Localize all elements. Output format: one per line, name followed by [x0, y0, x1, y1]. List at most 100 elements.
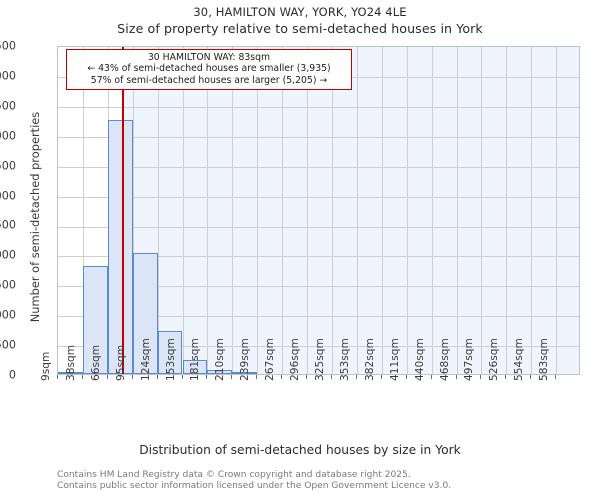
y-axis-tick-label: 3000 [0, 189, 16, 203]
x-axis-tick-label: 267sqm [264, 338, 277, 381]
gridline-vertical [257, 47, 259, 374]
gridline-vertical [132, 47, 134, 374]
gridline-vertical [406, 47, 408, 374]
histogram-bar [58, 372, 83, 374]
y-axis-tick-label: 0 [8, 368, 16, 382]
x-axis-tick-label: 124sqm [139, 338, 152, 381]
histogram-bar [232, 372, 258, 374]
gridline-vertical [481, 47, 483, 374]
gridline-horizontal [58, 346, 579, 348]
x-axis-tick-label: 440sqm [413, 338, 426, 381]
x-axis-tick-label: 66sqm [89, 344, 102, 381]
gridline-vertical [531, 47, 533, 374]
gridline-vertical [456, 47, 458, 374]
x-axis-tick-mark [81, 375, 83, 379]
histogram-bar [132, 253, 158, 374]
annotation-line-1: 30 HAMILTON WAY: 83sqm [147, 52, 271, 63]
x-axis-tick-mark [355, 375, 357, 379]
x-axis-tick-mark [306, 375, 307, 379]
x-axis-title: Distribution of semi-detached houses by … [139, 443, 461, 457]
chart-subtitle: Size of property relative to semi-detach… [117, 21, 483, 36]
y-axis-tick-label: 3500 [0, 159, 16, 173]
gridline-horizontal [58, 256, 579, 258]
x-axis-tick-label: 95sqm [114, 344, 127, 381]
gridline-vertical [207, 47, 209, 374]
x-axis-tick-label: 296sqm [289, 338, 301, 381]
footer-attribution: Contains HM Land Registry data © Crown c… [57, 470, 597, 492]
footer-line-1: Contains HM Land Registry data © Crown c… [57, 470, 411, 480]
gridline-vertical [356, 47, 358, 374]
gridline-vertical [431, 47, 433, 374]
gridline-vertical [506, 47, 508, 374]
gridline-horizontal [58, 226, 579, 228]
x-axis-tick-mark [206, 375, 208, 379]
x-axis-tick-mark [505, 375, 507, 379]
annotation-line-2: ← 43% of semi-detached houses are smalle… [87, 63, 331, 75]
gridline-horizontal [58, 106, 579, 108]
x-axis-tick-label: 583sqm [538, 338, 551, 381]
annotation-line-3: 57% of semi-detached houses are larger (… [90, 74, 328, 86]
x-axis-tick-label: 353sqm [338, 338, 351, 381]
x-axis-tick-mark [405, 375, 407, 379]
x-axis-tick-mark [281, 375, 283, 379]
x-axis-tick-label: 526sqm [488, 338, 501, 381]
x-axis-tick-label: 497sqm [463, 338, 476, 381]
y-axis-tick-label: 500 [0, 338, 16, 352]
plot-area [57, 46, 580, 375]
x-axis-tick-mark [380, 375, 382, 379]
x-axis-tick-mark [156, 375, 158, 379]
chart-title-block: 30, HAMILTON WAY, YORK, YO24 4LE Size of… [0, 4, 600, 38]
x-axis-tick-mark [131, 375, 133, 379]
footer-line-2: Contains public sector information licen… [57, 481, 452, 491]
gridline-vertical [332, 47, 333, 374]
y-axis-tick-label: 1000 [0, 308, 16, 322]
gridline-vertical [157, 47, 159, 374]
x-axis-tick-label: 411sqm [388, 338, 401, 381]
larger-region-shading [122, 47, 579, 374]
gridline-horizontal [58, 196, 579, 198]
gridline-horizontal [58, 316, 579, 318]
x-axis-tick-label: 382sqm [363, 338, 376, 381]
x-axis-tick-label: 325sqm [314, 338, 326, 381]
y-axis-tick-label: 4000 [0, 129, 16, 143]
gridline-vertical [381, 47, 383, 374]
histogram-bar [107, 119, 133, 374]
property-annotation-box: 30 HAMILTON WAY: 83sqm ← 43% of semi-det… [66, 49, 352, 91]
y-axis-tick-label: 1500 [0, 278, 16, 292]
gridline-horizontal [58, 136, 579, 138]
y-axis-tick-label: 4500 [0, 99, 16, 113]
x-axis-tick-mark [530, 375, 532, 379]
property-marker-line [122, 47, 125, 374]
x-axis-tick-mark [181, 375, 183, 379]
x-axis-tick-mark [106, 375, 108, 379]
x-axis-tick-mark [480, 375, 482, 379]
gridline-vertical [182, 47, 184, 374]
histogram-bar [207, 369, 233, 374]
histogram-bar [182, 359, 208, 374]
histogram-bar [82, 266, 108, 374]
x-axis-tick-label: 9sqm [40, 351, 52, 381]
histogram-bar [157, 330, 183, 374]
y-axis-tick-label: 2500 [0, 218, 16, 232]
x-axis-tick-label: 239sqm [239, 338, 252, 381]
y-axis-tick-label: 2000 [0, 248, 16, 262]
gridline-vertical [82, 47, 84, 374]
x-axis-tick-label: 210sqm [214, 338, 227, 381]
gridline-horizontal [58, 286, 579, 288]
x-axis-tick-mark [331, 375, 332, 379]
gridline-vertical [556, 47, 558, 374]
y-axis-tick-label: 5500 [0, 39, 16, 53]
x-axis-tick-label: 181sqm [189, 338, 202, 381]
gridline-horizontal [58, 166, 579, 168]
x-axis-tick-label: 38sqm [64, 344, 77, 381]
page-title: 30, HAMILTON WAY, YORK, YO24 4LE [193, 5, 407, 19]
x-axis-tick-mark [256, 375, 258, 379]
x-axis-tick-mark [430, 375, 432, 379]
x-axis-tick-mark [455, 375, 457, 379]
y-axis-title: Number of semi-detached properties [28, 111, 42, 323]
x-axis-tick-label: 554sqm [513, 338, 526, 381]
x-axis-tick-mark [231, 375, 233, 379]
gridline-vertical [307, 47, 308, 374]
y-axis-tick-label: 5000 [0, 69, 16, 83]
